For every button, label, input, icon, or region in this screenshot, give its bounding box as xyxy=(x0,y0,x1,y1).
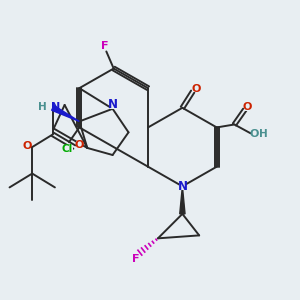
Polygon shape xyxy=(52,106,79,122)
Text: H: H xyxy=(38,102,47,112)
Text: H: H xyxy=(259,129,267,139)
Bar xyxy=(179,183,186,190)
Bar xyxy=(76,141,83,148)
Bar xyxy=(23,143,30,150)
Bar xyxy=(110,101,117,109)
Polygon shape xyxy=(180,186,185,214)
Text: N: N xyxy=(108,98,118,111)
Text: F: F xyxy=(101,41,109,51)
Text: Cl: Cl xyxy=(62,144,73,154)
Text: F: F xyxy=(131,254,139,264)
Bar xyxy=(132,256,139,263)
Bar xyxy=(244,104,251,111)
Text: N: N xyxy=(51,102,60,112)
Bar xyxy=(101,43,108,50)
Text: O: O xyxy=(243,102,252,112)
Text: O: O xyxy=(75,140,84,150)
Text: O: O xyxy=(191,84,201,94)
Text: O: O xyxy=(249,129,259,139)
Text: N: N xyxy=(177,180,188,193)
Text: O: O xyxy=(22,142,32,152)
Bar xyxy=(251,130,257,138)
Bar xyxy=(62,145,73,152)
Bar xyxy=(193,85,200,92)
